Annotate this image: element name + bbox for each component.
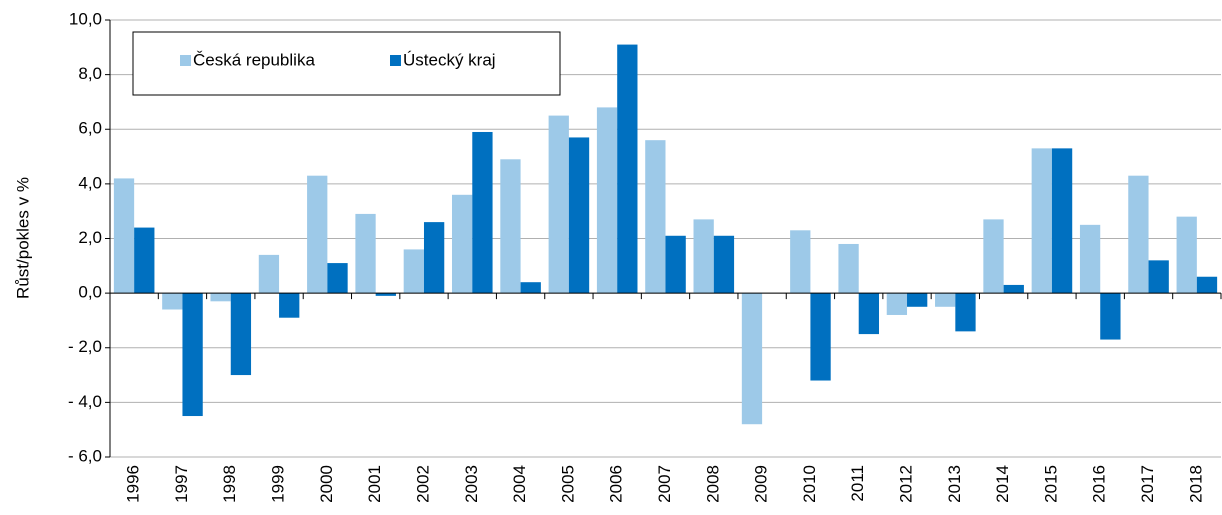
bar	[375, 293, 396, 296]
y-tick-label: - 6,0	[68, 446, 102, 465]
bar	[1176, 216, 1197, 294]
x-tick-label: 2015	[1041, 465, 1060, 503]
bar	[858, 293, 880, 335]
legend-box	[132, 31, 561, 96]
legend-label: Ústecký kraj	[403, 50, 496, 69]
bar	[472, 131, 493, 294]
x-tick-label: 2005	[558, 465, 577, 503]
bar	[596, 107, 618, 294]
bar	[210, 293, 231, 302]
x-tick-label: 1999	[269, 465, 288, 503]
bar	[1003, 284, 1024, 294]
x-tick-label: 2001	[365, 465, 384, 503]
y-tick-label: 2,0	[78, 228, 102, 247]
x-tick-label: 2009	[752, 465, 771, 503]
bar	[279, 293, 300, 318]
bar	[665, 235, 686, 294]
x-tick-label: 2014	[993, 465, 1012, 503]
bar	[810, 293, 831, 381]
bar	[617, 44, 638, 294]
bar	[182, 293, 203, 417]
bar	[548, 115, 569, 294]
bar	[307, 175, 328, 294]
x-tick-label: 2013	[945, 465, 964, 503]
y-tick-label: - 4,0	[68, 392, 102, 411]
x-tick-label: 1998	[220, 465, 239, 503]
x-tick-label: 2000	[317, 465, 336, 503]
bar	[327, 263, 348, 294]
bar	[1079, 224, 1101, 294]
x-tick-label: 2006	[607, 465, 626, 503]
x-tick-label: 1997	[172, 465, 191, 503]
bar	[134, 227, 155, 294]
bar	[935, 293, 956, 307]
legend-label: Česká republika	[193, 50, 315, 69]
bar	[1031, 148, 1052, 294]
bar	[568, 137, 590, 294]
bar	[1128, 175, 1149, 294]
x-tick-label: 2007	[655, 465, 674, 503]
y-tick-label: 6,0	[78, 119, 102, 138]
bar	[355, 213, 376, 294]
bar	[423, 222, 445, 294]
bar	[907, 293, 928, 307]
bar	[500, 159, 521, 294]
bar	[258, 254, 280, 294]
x-tick-label: 2011	[848, 465, 867, 502]
x-tick-label: 2004	[510, 465, 529, 503]
x-tick-label: 1996	[124, 465, 143, 503]
y-tick-label: 8,0	[78, 64, 102, 83]
y-tick-label: 10,0	[69, 9, 102, 28]
bar	[230, 293, 252, 376]
bar	[1148, 260, 1169, 294]
bar	[403, 249, 424, 294]
bar	[1196, 276, 1218, 294]
bar	[1100, 293, 1121, 340]
x-tick-label: 2008	[703, 465, 722, 503]
bar	[713, 235, 735, 294]
bar	[162, 293, 183, 310]
legend-swatch	[180, 55, 191, 66]
x-tick-label: 2016	[1090, 465, 1109, 503]
y-tick-label: - 2,0	[68, 337, 102, 356]
x-tick-label: 2017	[1138, 465, 1157, 503]
bar	[451, 194, 473, 294]
bar	[113, 178, 135, 294]
x-tick-label: 2010	[800, 465, 819, 503]
bar	[645, 140, 666, 294]
bar	[1051, 148, 1073, 294]
y-tick-label: 4,0	[78, 173, 102, 192]
bar	[741, 293, 763, 425]
x-tick-label: 2002	[413, 465, 432, 503]
y-axis-label: Růst/pokles v %	[13, 177, 32, 299]
x-tick-label: 2003	[462, 465, 481, 503]
bar	[693, 219, 714, 294]
y-tick-label: 0,0	[78, 283, 102, 302]
legend-swatch	[390, 55, 401, 66]
bar	[790, 230, 811, 294]
bar	[886, 293, 908, 315]
legend: Česká republika Ústecký kraj	[132, 31, 561, 96]
bar	[838, 243, 859, 294]
x-tick-label: 2012	[897, 465, 916, 503]
bar	[983, 219, 1004, 294]
bar	[955, 293, 976, 332]
bar	[520, 282, 541, 294]
x-tick-label: 2018	[1186, 465, 1205, 503]
